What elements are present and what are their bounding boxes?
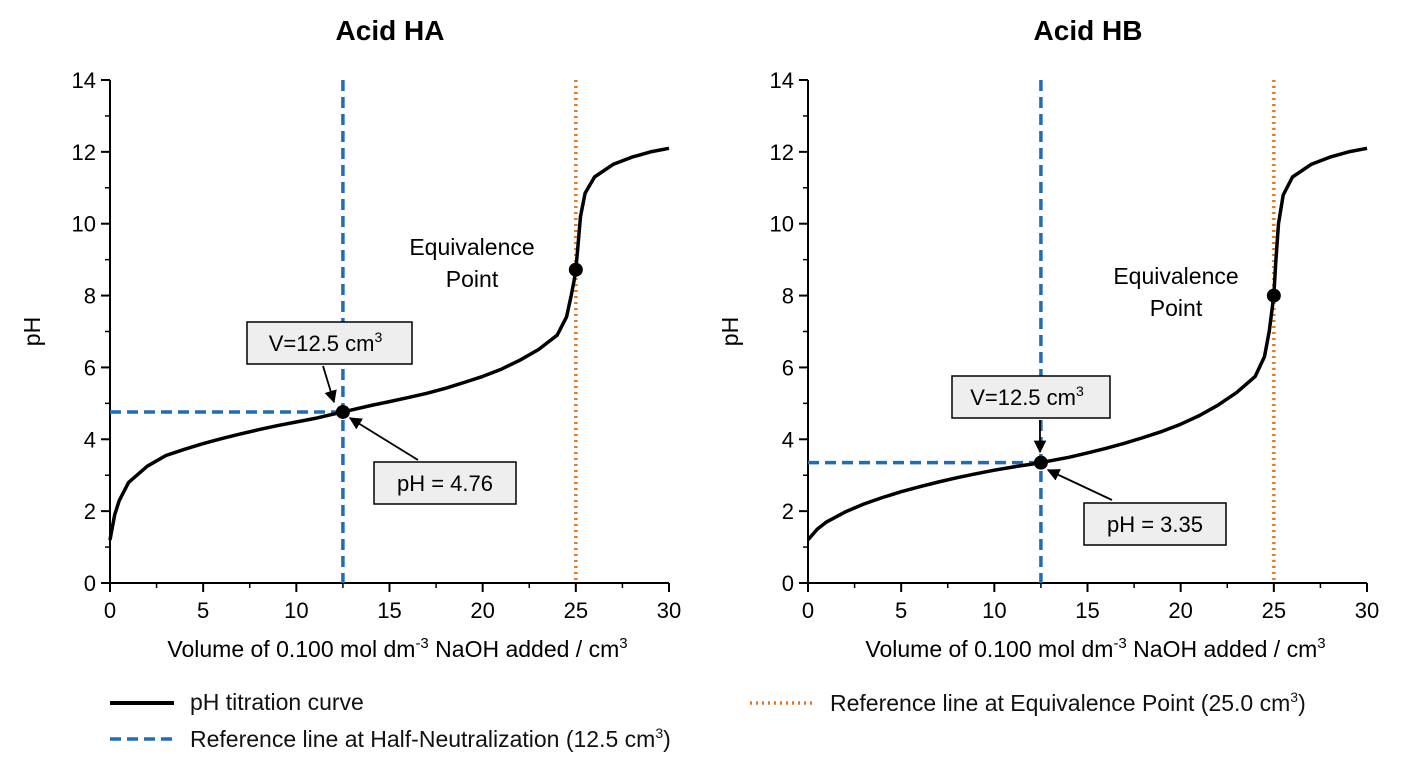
legend-item-equivalence: Reference line at Equivalence Point (25.… <box>748 689 1306 717</box>
titration-curve <box>806 146 1368 542</box>
y-tick-label: 10 <box>72 212 96 237</box>
y-tick-label: 4 <box>782 427 794 452</box>
half-neutralization-point <box>335 404 350 419</box>
equivalence-label-line2: Point <box>1150 295 1203 321</box>
x-tick-label: 10 <box>284 598 308 623</box>
x-axis-label-superscript: 3 <box>619 635 627 652</box>
x-axis-label-superscript: -3 <box>415 635 428 652</box>
ph-label: pH = 3.35 <box>1107 512 1203 537</box>
x-tick-label: 20 <box>470 598 494 623</box>
volume-label: V=12.5 cm3 <box>970 383 1084 410</box>
legend-swatch-solid <box>110 700 174 705</box>
x-axis-label: Volume of 0.100 mol dm-3 NaOH added / cm… <box>167 635 627 662</box>
legend-label-curve: pH titration curve <box>190 689 364 715</box>
x-axis-label-part: NaOH added / cm <box>1127 636 1317 662</box>
titration-curve <box>108 146 670 541</box>
x-axis-label: Volume of 0.100 mol dm-3 NaOH added / cm… <box>865 635 1325 662</box>
equivalence-label-line1: Equivalence <box>409 234 534 260</box>
x-axis-label-part: Volume of 0.100 mol dm <box>167 636 415 662</box>
x-tick-label: 30 <box>657 598 681 623</box>
legend-item-half-neutralization: Reference line at Half-Neutralization (1… <box>108 725 671 753</box>
half-neutralization-point <box>1033 455 1048 470</box>
y-tick-label: 2 <box>782 499 794 524</box>
legend-label-equivalence: Reference line at Equivalence Point (25.… <box>830 689 1306 716</box>
x-tick-label: 10 <box>982 598 1006 623</box>
y-tick-label: 6 <box>782 355 794 380</box>
ph-label-box <box>1083 502 1227 546</box>
equivalence-label-line2: Point <box>446 266 499 292</box>
x-tick-label: 15 <box>377 598 401 623</box>
x-axis-label-superscript: 3 <box>1317 635 1325 652</box>
y-tick-label: 14 <box>770 68 794 93</box>
y-tick-label: 8 <box>84 284 96 309</box>
y-tick-label: 0 <box>84 571 96 596</box>
legend-swatch-dashed <box>110 737 174 741</box>
volume-label-box <box>951 375 1111 419</box>
x-tick-label: 25 <box>564 598 588 623</box>
chart-title: Acid HB <box>1034 15 1143 46</box>
legend-swatch-dotted <box>750 701 814 705</box>
x-tick-label: 25 <box>1262 598 1286 623</box>
volume-label-superscript: 3 <box>1076 383 1084 399</box>
legend-label-half-neutralization: Reference line at Half-Neutralization (1… <box>190 725 671 752</box>
chart-panel-1: Acid HA 0 2 4 6 8 10 12 14 0 5 10 15 20 25 30 pH Volume o… <box>19 15 681 662</box>
x-tick-label: 5 <box>895 598 907 623</box>
ph-arrow <box>348 417 419 461</box>
x-tick-label: 0 <box>802 598 814 623</box>
y-tick-label: 12 <box>770 140 794 165</box>
legend-item-curve: pH titration curve <box>108 689 364 716</box>
y-tick-label: 4 <box>84 427 96 452</box>
volume-arrow <box>322 365 337 404</box>
y-tick-label: 6 <box>84 355 96 380</box>
x-tick-label: 0 <box>104 598 116 623</box>
y-tick-label: 12 <box>72 140 96 165</box>
volume-label-box <box>246 321 413 365</box>
x-tick-label: 20 <box>1168 598 1192 623</box>
equivalence-label-line1: Equivalence <box>1113 263 1238 289</box>
ph-arrow <box>1046 469 1113 501</box>
y-tick-label: 8 <box>782 284 794 309</box>
y-axis-label: pH <box>717 317 743 346</box>
chart-title: Acid HA <box>336 15 445 46</box>
x-axis-label-part: NaOH added / cm <box>429 636 619 662</box>
equivalence-point <box>1266 288 1281 303</box>
equivalence-point <box>568 262 583 277</box>
y-axis-label: pH <box>19 317 45 346</box>
y-tick-label: 0 <box>782 571 794 596</box>
x-tick-label: 30 <box>1355 598 1379 623</box>
volume-label-superscript: 3 <box>374 329 382 345</box>
x-axis-label-superscript: -3 <box>1113 635 1126 652</box>
ph-label: pH = 4.76 <box>397 471 493 496</box>
y-tick-label: 14 <box>72 68 96 93</box>
x-axis-label-part: Volume of 0.100 mol dm <box>865 636 1113 662</box>
y-tick-label: 2 <box>84 499 96 524</box>
volume-label: V=12.5 cm3 <box>269 329 383 356</box>
x-tick-label: 5 <box>197 598 209 623</box>
x-tick-label: 15 <box>1075 598 1099 623</box>
chart-panel-2: Acid HB 0 2 4 6 8 10 12 14 0 5 10 15 20 25 30 pH Volume o… <box>717 15 1379 662</box>
ph-label-box <box>373 461 517 505</box>
y-tick-label: 10 <box>770 212 794 237</box>
